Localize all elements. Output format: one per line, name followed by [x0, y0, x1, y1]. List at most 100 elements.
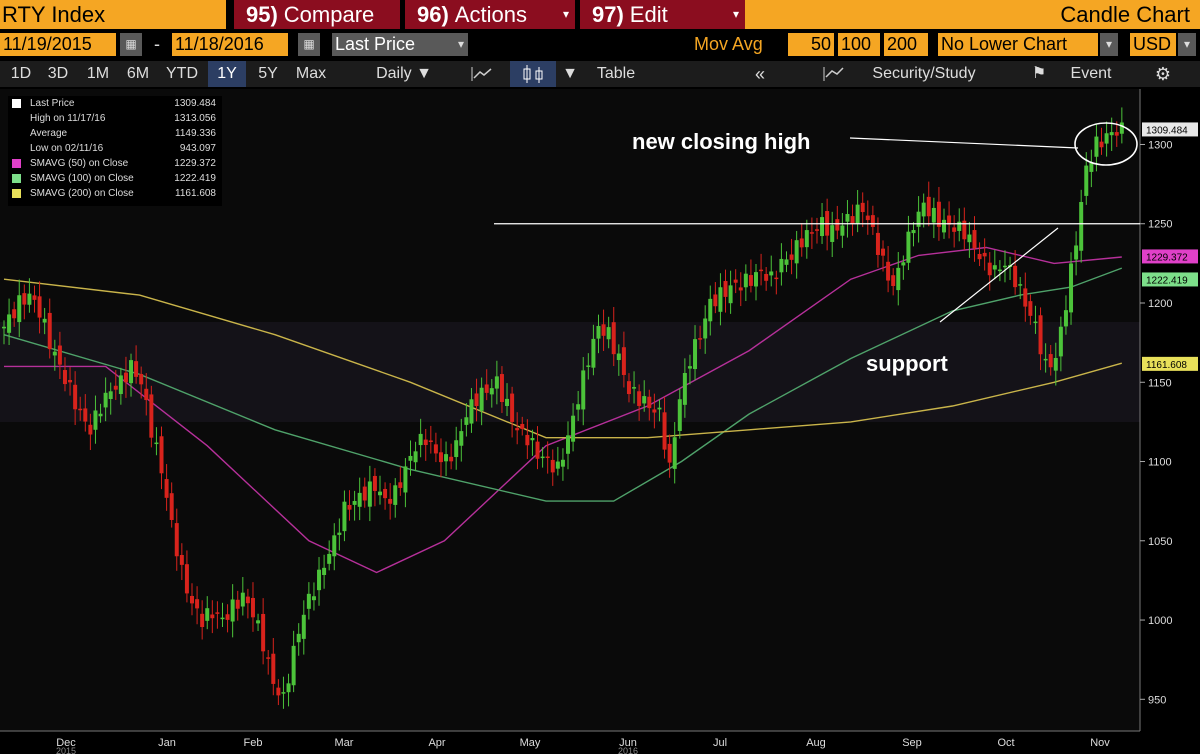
price-label-box	[1142, 272, 1198, 287]
candle-body	[195, 599, 200, 609]
candle-body	[698, 338, 703, 340]
candle-body	[1038, 315, 1043, 355]
range-1y[interactable]: 1Y	[208, 61, 246, 87]
candle-body	[230, 599, 235, 622]
candle-body	[728, 285, 733, 304]
candle-body	[261, 613, 266, 652]
y-tick-label: 1300	[1148, 139, 1172, 151]
end-date-field[interactable]: 11/18/2016	[172, 33, 288, 56]
range-6m[interactable]: 6M	[126, 65, 150, 82]
legend-name: Average	[30, 128, 68, 139]
range-3d[interactable]: 3D	[47, 65, 69, 82]
x-tick-label: Mar	[335, 737, 354, 749]
candle-body	[449, 456, 454, 462]
candle-body	[754, 272, 758, 287]
candle-body	[444, 454, 449, 462]
candle-body	[748, 275, 753, 286]
period-label: Daily	[376, 65, 412, 82]
candle-body	[997, 269, 1002, 272]
candle-body	[27, 293, 32, 305]
security-study-button[interactable]: Security/Study	[872, 65, 976, 82]
legend-value: 1149.336	[175, 128, 216, 139]
candle-body	[906, 231, 911, 263]
candle-body	[505, 398, 510, 407]
candle-body	[967, 234, 972, 243]
legend-swatch	[12, 159, 21, 168]
chart-style-dropdown-icon[interactable]: ▼	[562, 65, 578, 82]
x-tick-label: Dec	[56, 737, 76, 749]
settings-gear-icon[interactable]: ⚙	[1154, 64, 1172, 84]
price-label-text: 1229.372	[1146, 252, 1188, 263]
candle-body	[179, 554, 184, 565]
range-1m[interactable]: 1M	[86, 65, 110, 82]
compare-button[interactable]: 95) Compare	[234, 0, 400, 29]
candle-body	[545, 456, 550, 459]
candle-body	[987, 262, 992, 276]
annotation-new-closing-high: new closing high	[632, 129, 810, 154]
range-max[interactable]: Max	[295, 65, 327, 82]
event-flag-icon[interactable]: ⚑	[1031, 65, 1047, 82]
start-date-field[interactable]: 11/19/2015	[0, 33, 116, 56]
x-tick-label: Oct	[997, 737, 1014, 749]
ma-50-field[interactable]: 50	[788, 33, 834, 56]
candle-body	[499, 374, 504, 402]
legend-entry: High on 11/17/16 1313.056	[8, 111, 222, 126]
event-button[interactable]: Event	[1070, 65, 1112, 82]
candle-body	[1043, 358, 1048, 361]
candle-body	[1114, 132, 1119, 136]
lower-chart-select[interactable]: No Lower Chart	[938, 33, 1098, 56]
candle-body	[164, 479, 169, 498]
candle-body	[845, 214, 850, 222]
range-5y[interactable]: 5Y	[258, 65, 278, 82]
range-1d[interactable]: 1D	[10, 65, 32, 82]
candle-body	[860, 202, 865, 213]
candle-body	[576, 404, 581, 410]
price-field-select[interactable]: Last Price	[332, 33, 454, 56]
legend-value: 943.097	[179, 143, 216, 154]
y-tick-label: 1000	[1148, 615, 1172, 627]
currency-dropdown-icon[interactable]: ▾	[1178, 33, 1196, 56]
candle-body	[98, 413, 103, 417]
candle-body	[83, 408, 88, 422]
candle-body	[7, 314, 12, 333]
start-calendar-icon[interactable]: ▦	[120, 33, 142, 56]
candle-body	[332, 535, 337, 557]
candle-body	[820, 217, 825, 237]
candle-body	[550, 459, 555, 473]
legend-swatch	[12, 114, 21, 123]
currency-select[interactable]: USD	[1130, 33, 1176, 56]
line-chart-icon[interactable]	[466, 61, 498, 87]
price-field-dropdown-icon[interactable]: ▾	[454, 33, 468, 56]
candle-body	[372, 475, 377, 491]
period-select[interactable]: Daily ▼	[376, 65, 432, 82]
candle-body	[240, 592, 245, 607]
table-button[interactable]: Table	[596, 65, 636, 82]
command-bar: RTY Index 95) Compare 96) Actions ▾ 97) Edit…	[0, 0, 1200, 29]
candle-body	[1094, 136, 1099, 157]
studies-icon[interactable]	[816, 61, 852, 87]
candle-body	[327, 553, 332, 564]
y-tick-label: 1100	[1148, 457, 1172, 469]
candle-body	[642, 396, 647, 404]
ma-100-field[interactable]: 100	[838, 33, 880, 56]
collapse-chevron-icon[interactable]: «	[754, 64, 765, 84]
candle-body	[129, 360, 134, 384]
candle-body	[992, 265, 997, 270]
candle-body	[123, 372, 128, 383]
x-tick-label: Sep	[902, 737, 922, 749]
ma-200-field[interactable]: 200	[884, 33, 928, 56]
candle-body	[301, 614, 306, 639]
candle-body	[535, 441, 540, 459]
range-ytd[interactable]: YTD	[166, 65, 198, 82]
lower-chart-dropdown-icon[interactable]: ▾	[1100, 33, 1118, 56]
ticker-field[interactable]: RTY Index	[0, 0, 226, 29]
candle-chart-icon[interactable]	[510, 61, 556, 87]
x-tick-label: Feb	[244, 737, 263, 749]
candle-body	[611, 322, 616, 355]
end-calendar-icon[interactable]: ▦	[298, 33, 320, 56]
price-labels: 1309.484 1229.372 1222.419 1161.608	[1142, 122, 1198, 371]
edit-button[interactable]: 97) Edit ▾	[580, 0, 745, 29]
actions-button[interactable]: 96) Actions ▾	[405, 0, 575, 29]
candle-body	[779, 258, 784, 273]
candle-body	[235, 599, 240, 609]
